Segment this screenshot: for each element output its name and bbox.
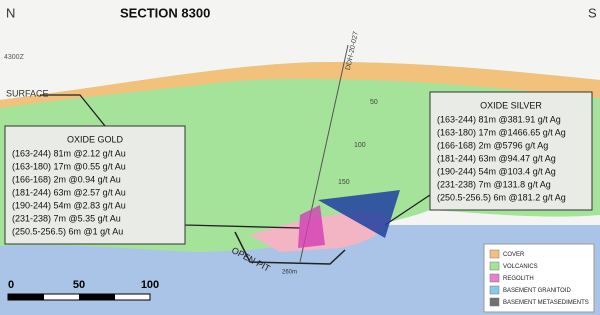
legend-label: BASEMENT GRANITOID (503, 288, 571, 294)
assay-row: (231-238) 7m @131.8 g/t Ag (437, 179, 551, 189)
assay-row: (190-244) 54m @2.83 g/t Au (12, 200, 126, 210)
legend-swatch (489, 249, 500, 259)
box (429, 91, 593, 211)
depth-tick: 50 (370, 99, 378, 106)
north-label: N (6, 5, 15, 20)
cover (0, 62, 600, 108)
depth-label: 260m (282, 270, 297, 276)
assay-row: (250.5-256.5) 6m @181.2 g/t Ag (437, 192, 566, 202)
scale-label: 50 (73, 279, 85, 291)
depth-tick: 150 (338, 179, 350, 186)
leader-line (384, 194, 431, 226)
legend: COVER VOLCANICS REGOLITH BASEMENT GRANITOID… (483, 243, 595, 313)
assay-row: (163-180) 17m @1466.65 g/t Ag (437, 127, 566, 137)
section-title: SECTION 8300 (120, 5, 210, 20)
assay-row: (163-244) 81m @2.12 g/t Au (12, 148, 126, 158)
assay-row: (166-168) 2m @0.94 g/t Au (12, 174, 121, 184)
assay-fan (318, 190, 400, 238)
pit-outline (234, 231, 346, 265)
assay-row: (163-244) 81m @381.91 g/t Ag (437, 114, 561, 124)
box-title: OXIDE SILVER (480, 100, 542, 110)
scale-label: 0 (8, 279, 14, 291)
legend-label: BASEMENT METASEDIMENTS (503, 300, 589, 306)
assay-row: (190-244) 54m @103.4 g/t Ag (437, 166, 556, 176)
assay-row: (181-244) 63m @2.57 g/t Au (12, 187, 126, 197)
legend-swatch (489, 297, 500, 307)
legend-label: REGOLITH (503, 276, 534, 282)
oxide-silver-box: OXIDE SILVER (163-244) 81m @381.91 g/t A… (429, 91, 593, 211)
assay-row: (163-180) 17m @0.55 g/t Au (12, 161, 126, 171)
depth-tick: 100 (354, 142, 366, 149)
legend-swatch (489, 285, 500, 295)
assay-row: (181-244) 63m @94.47 g/t Ag (437, 153, 556, 163)
south-label: S (588, 5, 597, 20)
oxide-gold-box: OXIDE GOLD (163-244) 81m @2.12 g/t Au (16… (4, 125, 186, 245)
legend-label: COVER (503, 252, 525, 258)
scale-segment (8, 294, 44, 300)
legend-label: VOLCANICS (503, 264, 538, 270)
assay-row: (231-238) 7m @5.35 g/t Au (12, 213, 121, 223)
elevation-label: 4300Z (4, 54, 25, 61)
scale-label: 100 (141, 279, 159, 291)
box-title: OXIDE GOLD (67, 134, 124, 144)
box (4, 125, 186, 245)
legend-box (483, 243, 595, 313)
assay-cluster (298, 205, 325, 248)
surface-label: SURFACE (6, 88, 49, 98)
legend-swatch (489, 273, 500, 283)
assay-row: (166-168) 2m @5796 g/t Ag (437, 140, 548, 150)
scale-bar: 0 50 100 (7, 279, 159, 301)
scale-segment (79, 294, 115, 300)
assay-row: (250.5-256.5) 6m @1 g/t Au (12, 226, 123, 236)
legend-swatch (489, 261, 500, 271)
